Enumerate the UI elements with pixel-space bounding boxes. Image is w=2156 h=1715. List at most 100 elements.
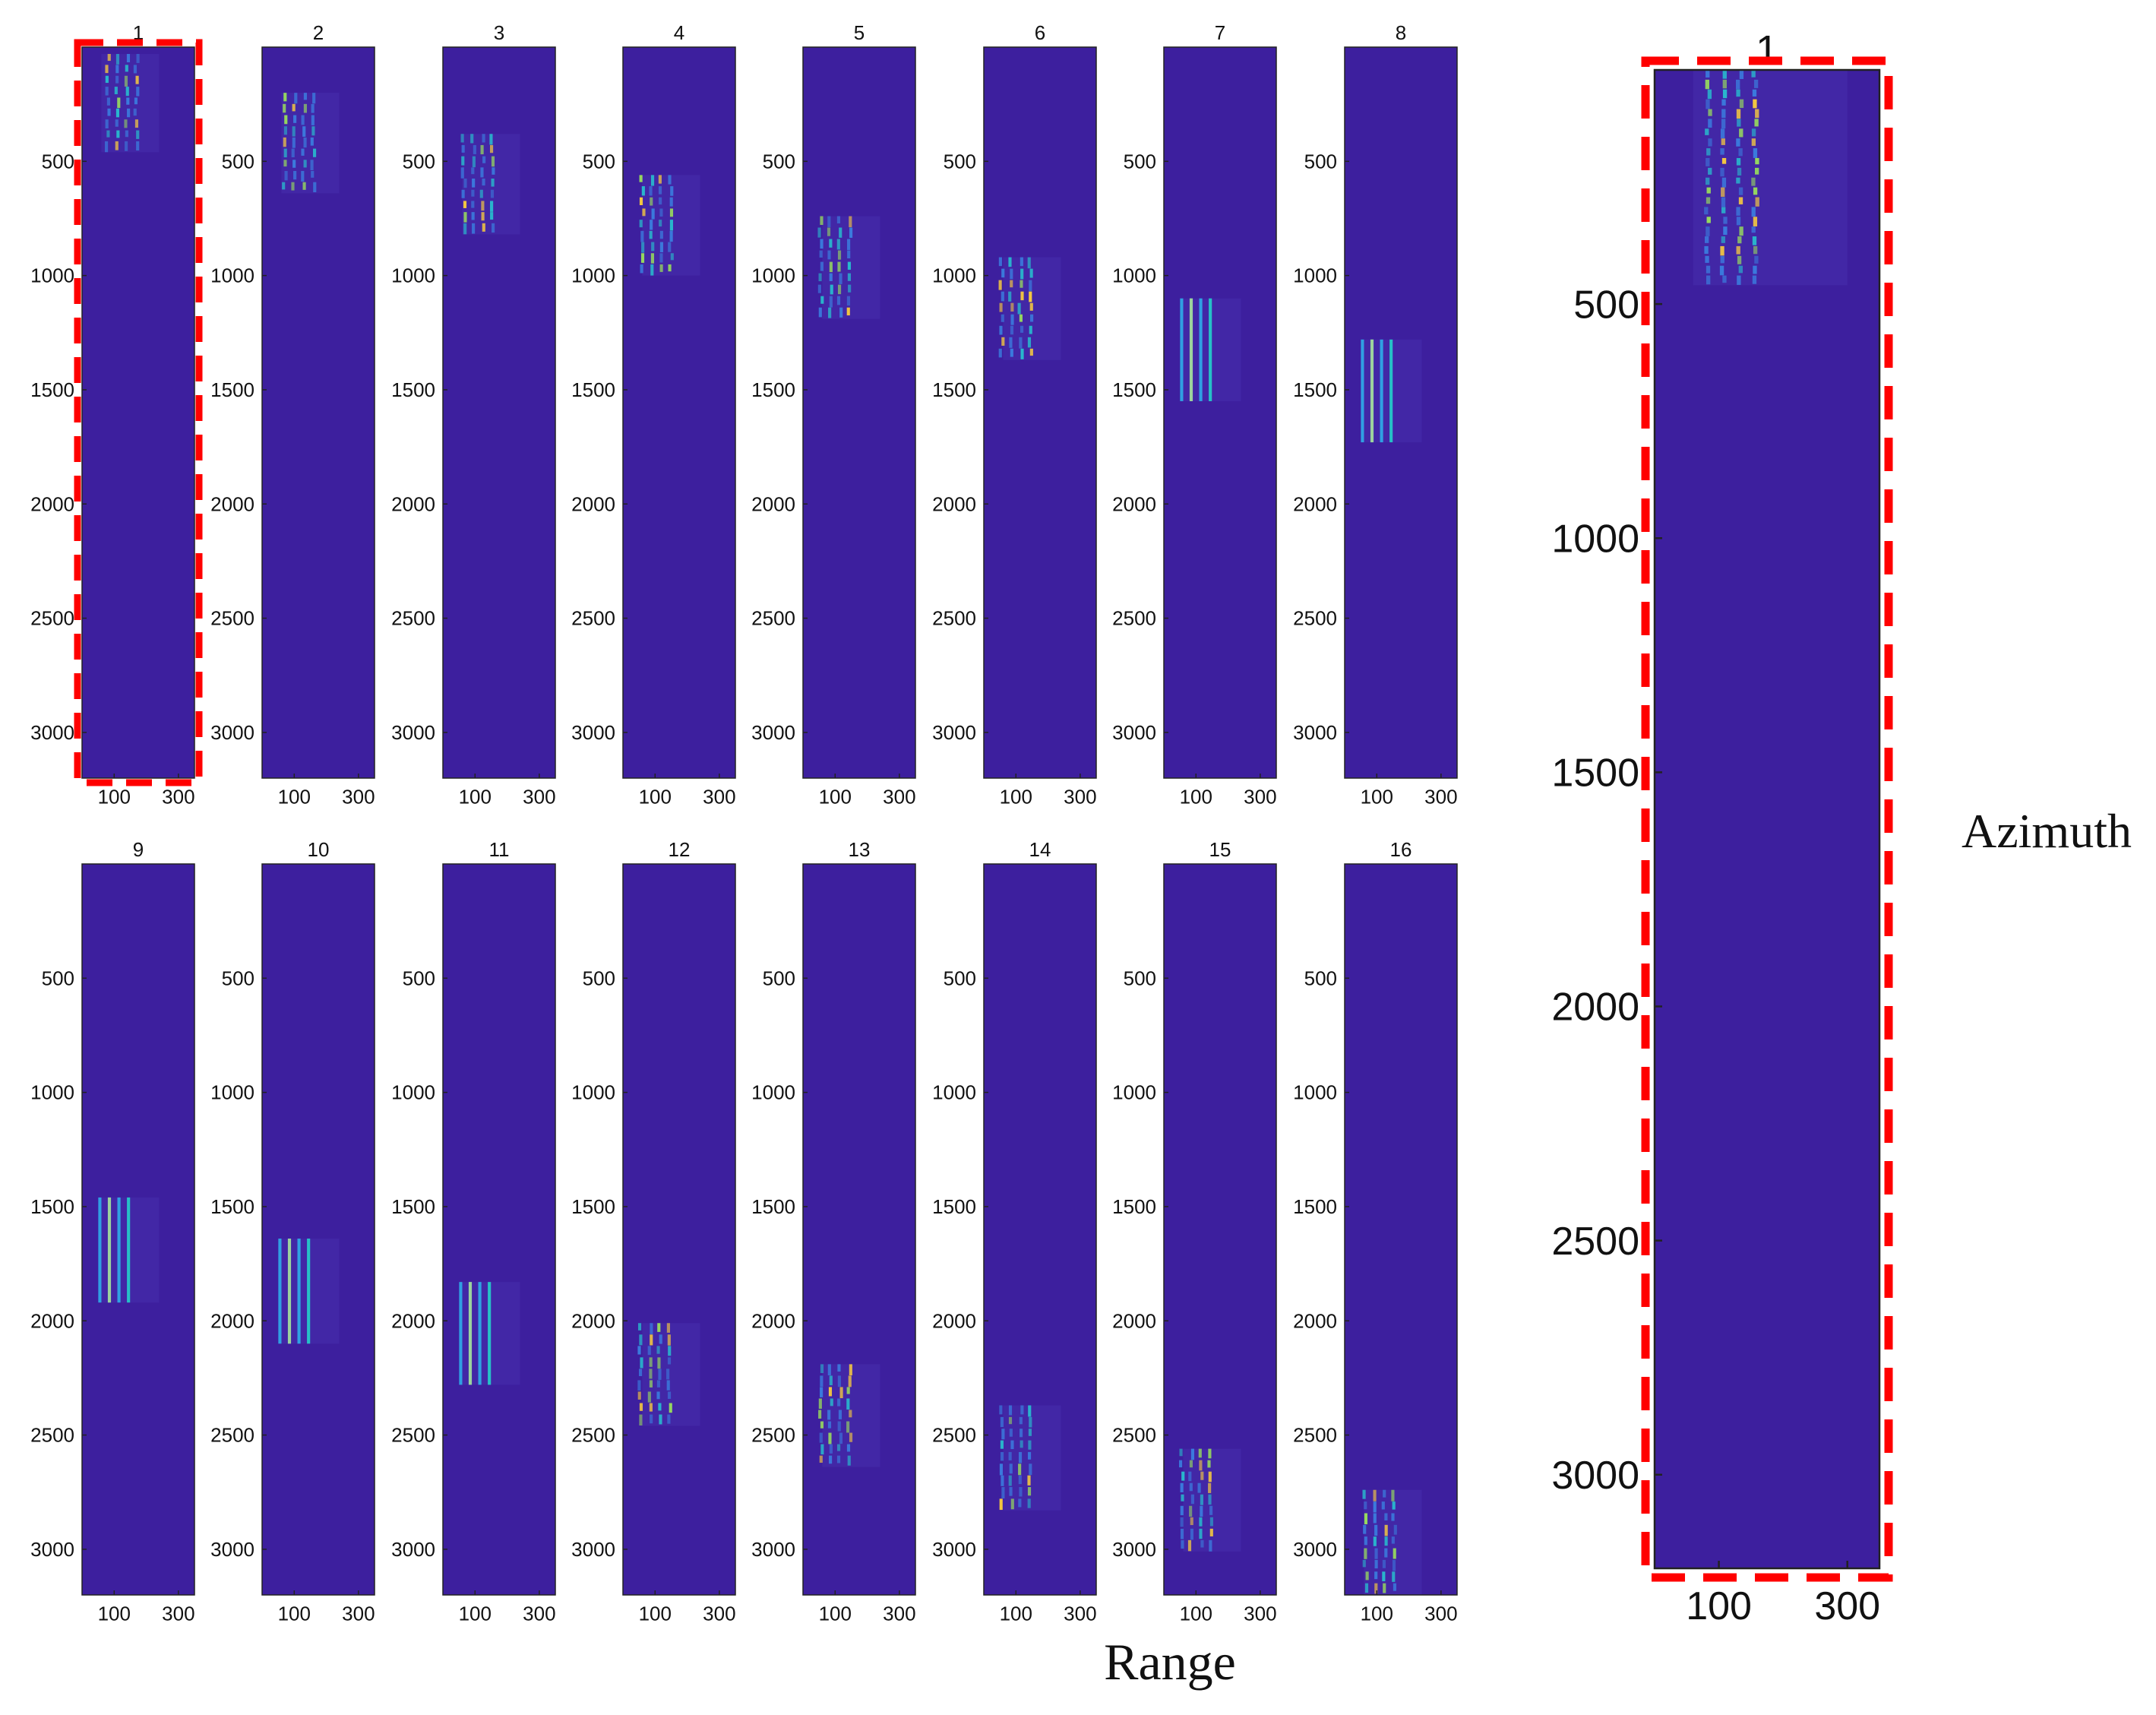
x-tick-label: 100 xyxy=(1180,1602,1212,1625)
y-tick-label: 3000 xyxy=(932,1538,976,1561)
signal-speckle xyxy=(1751,70,1756,78)
heatmap-background xyxy=(984,47,1096,778)
signal-speckle xyxy=(1001,291,1004,302)
signal-speckle xyxy=(292,137,296,148)
y-tick-label: 3000 xyxy=(751,1538,795,1561)
signal-speckle xyxy=(656,1380,661,1388)
signal-speckle xyxy=(471,212,475,220)
signal-speckle xyxy=(1020,257,1023,267)
signal-speckle xyxy=(1722,70,1727,79)
signal-speckle xyxy=(1199,1460,1203,1471)
subplot-title: 1 xyxy=(1756,27,1778,73)
signal-speckle xyxy=(1008,257,1012,267)
signal-speckle xyxy=(312,148,317,157)
y-tick-label: 3000 xyxy=(391,721,435,744)
signal-speckle xyxy=(1373,1501,1377,1513)
y-tick-label: 2000 xyxy=(391,492,435,515)
signal-speckle xyxy=(1010,1440,1014,1450)
signal-speckle xyxy=(293,171,297,180)
signal-speckle xyxy=(1374,1571,1378,1580)
signal-speckle xyxy=(1364,1583,1369,1593)
signal-speckle xyxy=(1009,1463,1013,1474)
signal-speckle xyxy=(301,171,305,182)
signal-speckle xyxy=(846,1421,850,1433)
x-tick-label: 300 xyxy=(162,785,194,808)
signal-speckle xyxy=(650,1323,653,1334)
signal-speckle xyxy=(303,137,307,148)
signal-speckle xyxy=(1706,197,1711,204)
signal-speckle xyxy=(828,1432,832,1444)
subplot-16: 16 500 1000 1500 2000 2500 3000 100 300 xyxy=(1293,838,1458,1625)
signal-speckle xyxy=(1751,177,1756,186)
signal-line xyxy=(459,1282,463,1385)
axes-frame xyxy=(261,863,375,1596)
signal-speckle xyxy=(659,220,662,227)
signal-speckle xyxy=(461,144,465,153)
signal-speckle xyxy=(1736,217,1741,226)
signal-speckle xyxy=(125,130,128,138)
signal-speckle xyxy=(666,1323,670,1333)
signal-speckle xyxy=(490,189,495,198)
signal-line xyxy=(1389,339,1393,443)
subplot-14: 14 500 1000 1500 2000 2500 3000 100 300 xyxy=(932,838,1097,1625)
signal-speckle xyxy=(830,284,833,295)
x-tick-label: 100 xyxy=(98,1602,131,1625)
signal-speckle xyxy=(827,250,831,260)
signal-speckle xyxy=(650,197,653,206)
signal-speckle xyxy=(283,93,287,102)
signal-speckle xyxy=(1019,1487,1023,1497)
signal-line xyxy=(1199,298,1203,401)
signal-speckle xyxy=(1721,109,1726,119)
y-tick-label: 1500 xyxy=(391,378,435,401)
signal-speckle xyxy=(460,134,464,143)
x-tick-label: 100 xyxy=(639,785,672,808)
signal-speckle xyxy=(1209,1528,1213,1536)
signal-speckle xyxy=(1720,255,1724,264)
signal-speckle xyxy=(829,273,833,281)
signal-speckle xyxy=(1373,1489,1377,1501)
signal-speckle xyxy=(480,144,484,155)
signal-speckle xyxy=(1738,265,1743,274)
y-tick-label: 2000 xyxy=(391,1309,435,1332)
signal-speckle xyxy=(1187,1539,1192,1552)
signal-speckle xyxy=(472,156,476,168)
y-tick-label: 500 xyxy=(944,150,976,172)
signal-speckle xyxy=(639,197,643,205)
signal-speckle xyxy=(1392,1571,1396,1582)
y-tick-label: 500 xyxy=(583,967,615,989)
y-tick-label: 2500 xyxy=(751,1424,795,1447)
signal-speckle xyxy=(302,182,306,190)
signal-speckle xyxy=(847,239,851,250)
y-tick-label: 3000 xyxy=(210,721,254,744)
y-tick-label: 500 xyxy=(42,967,74,989)
signal-speckle xyxy=(1739,226,1743,236)
signal-speckle xyxy=(1736,109,1741,119)
signal-speckle xyxy=(667,1414,671,1424)
signal-speckle xyxy=(1721,99,1726,106)
signal-speckle xyxy=(1706,217,1711,223)
y-tick-label: 500 xyxy=(1124,150,1156,172)
signal-speckle xyxy=(839,1432,843,1444)
x-tick-label: 300 xyxy=(1244,1602,1276,1625)
signal-speckle xyxy=(1028,1429,1032,1436)
axes-frame xyxy=(1344,46,1458,779)
signal-speckle xyxy=(659,1414,662,1425)
signal-speckle xyxy=(482,156,486,163)
signal-line-core xyxy=(107,1197,112,1303)
signal-speckle xyxy=(999,1405,1003,1415)
signal-line-core xyxy=(287,1239,292,1344)
y-tick-label: 3000 xyxy=(1112,1538,1156,1561)
signal-speckle xyxy=(1209,1517,1213,1527)
signal-speckle xyxy=(283,148,287,158)
y-tick-label: 2500 xyxy=(210,607,254,630)
signal-speckle xyxy=(999,302,1003,312)
signal-speckle xyxy=(846,307,850,316)
signal-speckle xyxy=(302,126,306,137)
signal-speckle xyxy=(303,160,307,168)
signal-speckle xyxy=(105,65,109,74)
signal-line xyxy=(488,1282,492,1385)
signal-speckle xyxy=(1001,314,1004,322)
signal-speckle xyxy=(1188,1471,1192,1482)
